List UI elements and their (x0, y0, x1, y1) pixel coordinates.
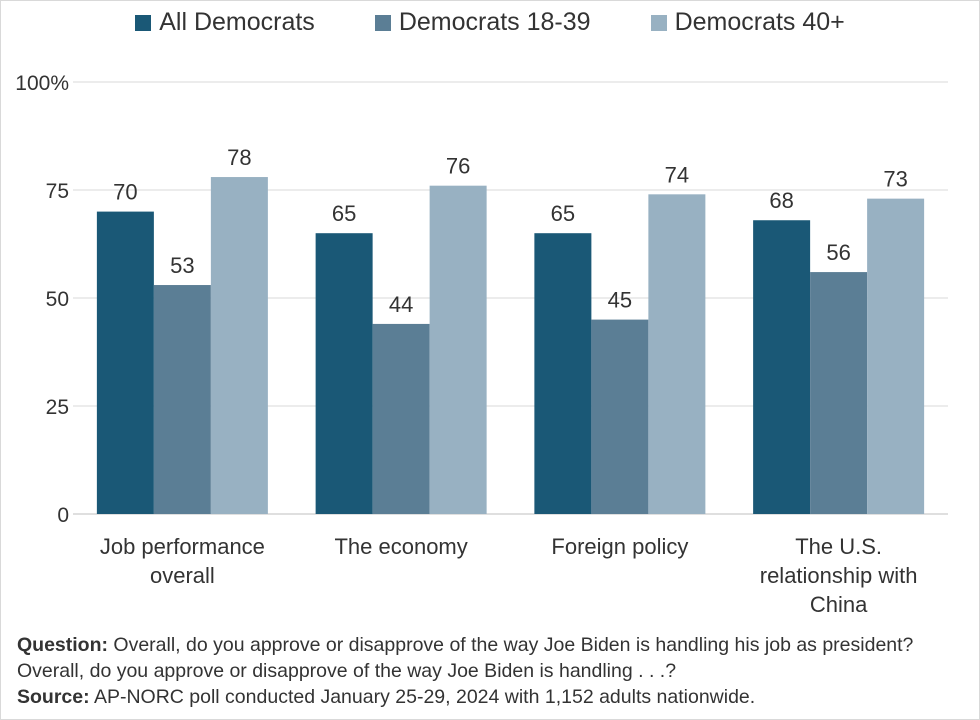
data-label: 70 (113, 180, 137, 205)
legend-item-democrats-40-plus: Democrats 40+ (650, 8, 845, 37)
data-label: 44 (389, 292, 413, 317)
data-label: 65 (332, 201, 356, 226)
x-tick-label-line: The economy (334, 534, 468, 559)
data-label: 74 (665, 162, 689, 187)
x-tick-label-line: China (809, 592, 868, 617)
x-tick-label: The U.S. relationship with China (739, 532, 939, 619)
x-tick-label: The economy (301, 532, 501, 561)
x-tick-label-line: Foreign policy (551, 534, 689, 559)
bar (753, 220, 811, 515)
legend-label: Democrats 40+ (674, 8, 845, 36)
bar (96, 211, 154, 514)
data-label: 76 (446, 154, 470, 179)
legend-swatch (135, 14, 152, 31)
bar (534, 233, 592, 514)
data-label: 56 (826, 240, 850, 265)
legend-item-all-democrats: All Democrats (135, 8, 315, 37)
data-label: 53 (170, 253, 194, 278)
source-text: AP-NORC poll conducted January 25-29, 20… (89, 686, 756, 708)
source-note: Source: AP-NORC poll conducted January 2… (17, 684, 967, 710)
y-tick-label: 25 (46, 396, 69, 419)
legend: All Democrats Democrats 18-39 Democrats … (0, 8, 980, 37)
data-label: 68 (769, 188, 793, 213)
x-tick-label-line: Job performance (99, 534, 265, 559)
legend-swatch (374, 14, 391, 31)
legend-item-democrats-18-39: Democrats 18-39 (374, 8, 591, 37)
bar (810, 272, 868, 514)
bar (315, 233, 373, 514)
question-note: Question: Overall, do you approve or dis… (17, 632, 967, 684)
source-label: Source: (17, 686, 90, 708)
question-label: Question: (17, 634, 108, 656)
question-text: Overall, do you approve or disapprove of… (17, 634, 914, 682)
legend-label: Democrats 18-39 (398, 8, 591, 36)
chart-notes: Question: Overall, do you approve or dis… (17, 632, 967, 710)
data-label: 45 (608, 288, 632, 313)
legend-swatch (650, 14, 667, 31)
bar (591, 319, 649, 514)
bar (153, 285, 211, 514)
data-label: 65 (551, 201, 575, 226)
x-tick-label: Job performance overall (82, 532, 282, 590)
bar (648, 194, 706, 514)
x-tick-label: Foreign policy (520, 532, 720, 561)
bar (867, 198, 925, 514)
x-tick-label-line: overall (149, 563, 215, 588)
data-label: 78 (227, 145, 251, 170)
legend-label: All Democrats (159, 8, 315, 36)
bar (372, 323, 430, 514)
y-tick-label: 75 (46, 180, 69, 203)
bar (429, 185, 487, 514)
y-tick-label: 0 (57, 504, 69, 527)
data-label: 73 (883, 167, 907, 192)
x-tick-label-line: relationship with (759, 563, 918, 588)
y-tick-label: 100% (15, 72, 69, 95)
bar (210, 177, 268, 515)
y-tick-label: 50 (46, 288, 69, 311)
x-tick-label-line: The U.S. (795, 534, 883, 559)
